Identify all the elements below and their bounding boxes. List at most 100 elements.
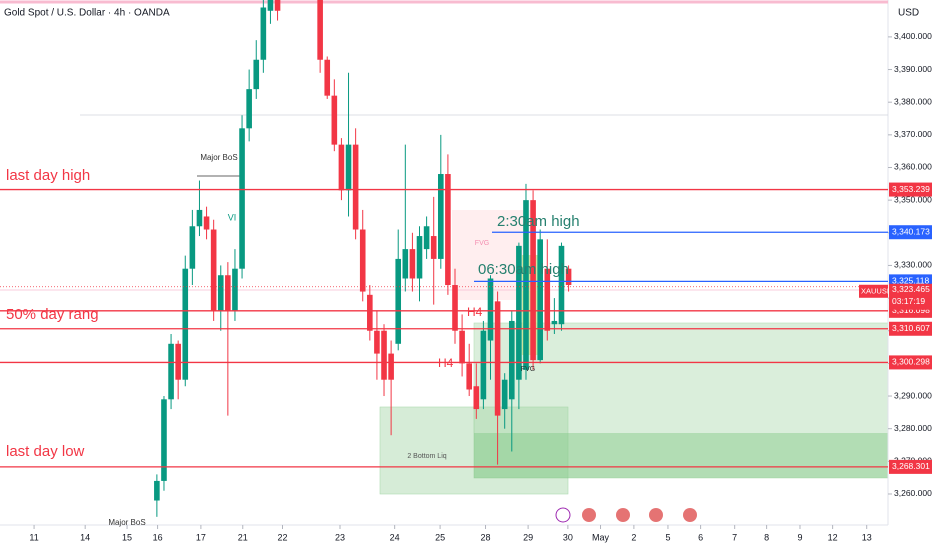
candle-body [196, 209, 203, 227]
current-value: 3,323.465 [892, 284, 930, 294]
annotation: FVG [521, 366, 535, 373]
level-label: 2:30am high [497, 213, 580, 230]
x-tick-label: 17 [196, 532, 206, 542]
x-tick-label: 16 [153, 532, 163, 542]
candle-body [324, 59, 331, 96]
price-tag [889, 321, 932, 336]
x-tick-label: 12 [828, 532, 838, 542]
y-tick-label: 3,280.000 [894, 423, 932, 433]
annotation: VI [228, 212, 237, 222]
candle-body [416, 236, 423, 279]
current-tag [889, 283, 932, 310]
y-tick-label: 3,380.000 [894, 96, 932, 106]
candle-body [473, 386, 480, 410]
candle-body [501, 379, 508, 410]
price-tag [889, 225, 932, 240]
candle-body [246, 89, 252, 129]
candle-body [423, 226, 430, 250]
candle-body [225, 275, 231, 312]
annotation: Major BoS [108, 518, 145, 527]
x-tick-label: 24 [390, 532, 400, 542]
candle-body [274, 0, 281, 11]
countdown: 03:17:19 [892, 296, 925, 306]
price-tag-label: 3,325.118 [892, 276, 929, 286]
x-tick-label: 15 [122, 532, 132, 542]
candle-body [523, 200, 529, 370]
x-tick-label: 8 [764, 532, 769, 542]
y-tick-label: 3,400.000 [894, 31, 932, 41]
candle-body [508, 320, 515, 400]
candle-body [210, 229, 217, 312]
candle-body [168, 343, 174, 400]
candle-body [317, 0, 323, 60]
symbol-label: XAUUSD [861, 286, 893, 295]
candle-body [267, 0, 274, 11]
candle-body [558, 245, 565, 325]
candle-body [466, 363, 472, 390]
x-tick-label: 9 [797, 532, 802, 542]
x-tick-label: 22 [278, 532, 288, 542]
event-icons [555, 507, 697, 523]
candle-body [331, 95, 338, 145]
x-tick-label: 2 [631, 532, 636, 542]
price-tag-label: 3,268.301 [892, 461, 930, 471]
candle-body [530, 200, 536, 361]
candle-body [395, 258, 402, 344]
y-tick-label: 3,350.000 [894, 194, 932, 204]
x-tick-label: 13 [862, 532, 872, 542]
x-tick-label: 5 [665, 532, 670, 542]
annotation: FVG [475, 240, 489, 247]
candle-body [182, 268, 189, 380]
annotation: Major BoS [200, 153, 237, 162]
price-tag-label: 3,316.098 [892, 305, 930, 315]
symbol-tag [859, 284, 888, 298]
candle-body [253, 59, 260, 90]
candle-body [516, 245, 522, 380]
y-axis-label: USD [898, 8, 919, 19]
price-tag-label: 3,340.173 [892, 226, 930, 236]
candle-body [161, 399, 167, 481]
candle-body [480, 330, 487, 400]
y-tick-label: 3,390.000 [894, 64, 932, 74]
candle-body [217, 275, 224, 312]
x-tick-label: 30 [563, 532, 573, 542]
y-tick-label: 3,360.000 [894, 162, 932, 172]
candle-body [345, 144, 352, 191]
price-tag [889, 459, 932, 474]
candle-body [551, 320, 558, 325]
candle-body [388, 353, 394, 380]
y-tick-label: 3,370.000 [894, 129, 932, 139]
y-tick-label: 3,260.000 [894, 488, 932, 498]
level-label: last day high [6, 167, 90, 184]
candle-body [175, 343, 181, 380]
level-label: H4 [467, 305, 483, 319]
candle-body [452, 285, 458, 331]
candle-body [487, 278, 494, 341]
candle-body [381, 330, 387, 380]
candle-body [409, 249, 416, 279]
x-tick-label: 6 [698, 532, 703, 542]
x-tick-label: 11 [29, 532, 38, 542]
candle-body [367, 294, 373, 331]
candle-body [154, 480, 160, 501]
chart-title: Gold Spot / U.S. Dollar · 4h · OANDA [4, 8, 170, 19]
candle-body [239, 128, 245, 269]
candle-body [203, 216, 210, 230]
candle-body [402, 249, 409, 279]
price-tag-label: 3,310.607 [892, 323, 930, 333]
x-tick-label: 14 [80, 532, 90, 542]
candle-body [260, 7, 267, 60]
price-tag-label: 3,353.239 [892, 184, 930, 194]
level-label: 06:30am high [478, 261, 569, 278]
price-tag [889, 182, 932, 197]
candle-body [537, 239, 543, 361]
x-tick-label: 25 [435, 532, 445, 542]
candle-body [374, 330, 380, 354]
price-tag [889, 355, 932, 370]
candle-body [338, 144, 345, 191]
candle-body [438, 174, 444, 259]
y-tick-label: 3,290.000 [894, 390, 932, 400]
x-tick-label: 21 [238, 532, 248, 542]
candle-body [430, 236, 437, 259]
